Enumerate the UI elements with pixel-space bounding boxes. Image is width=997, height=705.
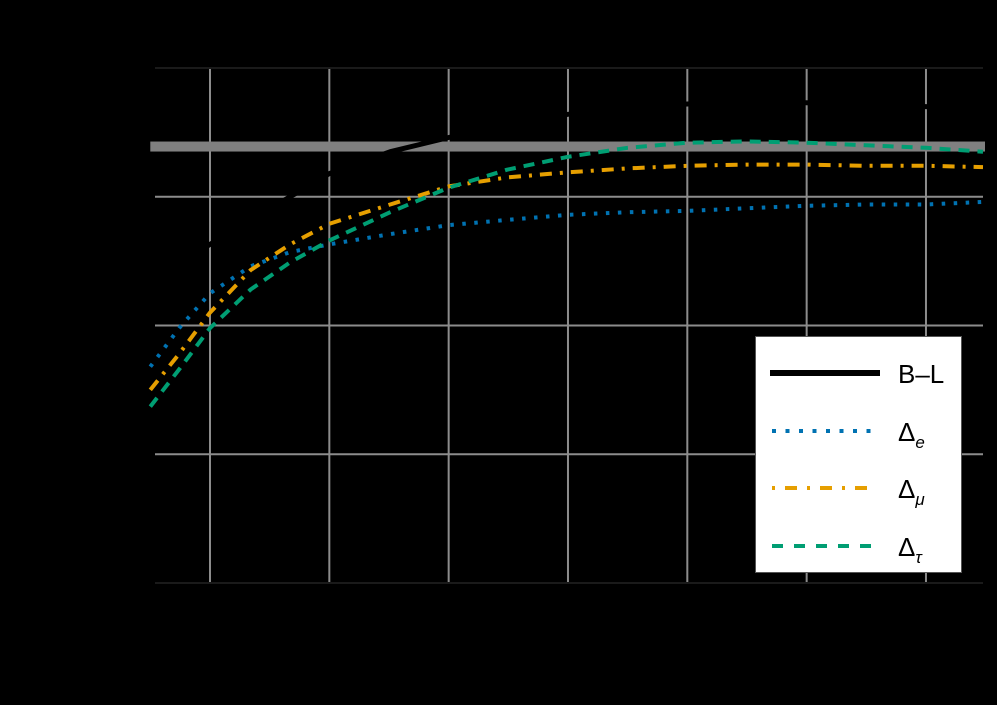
dashed-line-swatch-icon [772,544,874,548]
legend-label: Δe [898,417,925,452]
series-line-tau [148,139,984,408]
legend-item-delta-e: Δe [756,411,961,452]
legend-item-delta-mu: Δμ [756,468,961,509]
series-line-BL [148,100,984,284]
data-series [148,100,984,408]
solid-line-swatch-icon [770,370,880,376]
legend-label: Δτ [898,532,922,567]
legend-label: Δμ [898,474,925,509]
legend-item-delta-tau: Δτ [756,526,961,567]
legend: B–L Δe Δμ Δτ [755,336,962,573]
reference-band [150,141,986,152]
dashdot-line-swatch-icon [772,486,874,490]
legend-label: B–L [898,359,945,389]
series-line-mu [148,162,984,392]
legend-item-bl: B–L [756,353,961,393]
dotted-line-swatch-icon [772,429,874,433]
